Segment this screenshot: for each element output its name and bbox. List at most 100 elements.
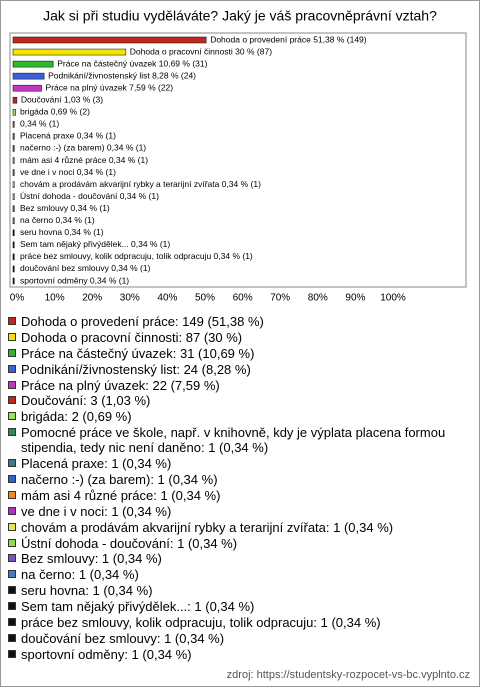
value-label: chovám a prodávám akvarijní rybky a tera… [20,179,261,189]
x-tick-label: 10% [45,293,65,304]
x-tick-label: 60% [233,293,253,304]
value-label: práce bez smlouvy, kolik odpracuju, toli… [20,251,253,261]
bar [12,157,15,164]
legend-item: na černo: 1 (0,34 %) [6,567,468,582]
value-label: načerno :-) (za barem) 0,34 % (1) [20,143,146,153]
legend-swatch [8,317,16,325]
bar [12,265,15,273]
legend-label: chovám a prodávám akvarijní rybky a tera… [21,519,394,535]
legend-label: sportovní odměny: 1 (0,34 %) [21,646,192,662]
value-label: na černo 0,34 % (1) [20,215,95,225]
legend-item: Dohoda o provedení práce: 149 (51,38 %) [6,314,468,329]
legend-item: seru hovna: 1 (0,34 %) [6,583,468,598]
bar [12,205,15,212]
legend-label: na černo: 1 (0,34 %) [21,567,139,583]
value-label: ve dne i v noci 0,34 % (1) [20,167,116,177]
legend-item: práce bez smlouvy, kolik odpracuju, toli… [6,615,468,630]
legend-item: brigáda: 2 (0,69 %) [6,409,468,424]
legend-swatch [8,412,16,421]
legend-swatch [8,570,16,579]
value-label: Ústní dohoda - doučování 0,34 % (1) [20,191,159,201]
bar [12,145,15,152]
bar [12,109,16,116]
value-label: Dohoda o pracovní činnosti 30 % (87) [130,46,272,56]
bar [12,48,127,56]
legend-swatch [8,396,16,405]
value-label: Bez smlouvy 0,34 % (1) [20,203,110,213]
legend-swatch [8,522,16,531]
bar [12,84,42,92]
legend-label: Dohoda o pracovní činnosti: 87 (30 %) [21,329,243,345]
legend-swatch [8,554,16,563]
legend-swatch [8,538,16,547]
x-tick-label: 100% [380,293,406,304]
legend-label: Bez smlouvy: 1 (0,34 %) [21,551,162,567]
legend-item: Bez smlouvy: 1 (0,34 %) [6,551,468,566]
legend-label: Podnikání/živnostenský list: 24 (8,28 %) [21,361,251,377]
legend-label: seru hovna: 1 (0,34 %) [21,583,153,599]
value-label: 0,34 % (1) [20,119,59,129]
x-tick-label: 40% [157,293,177,304]
value-label: Práce na částečný úvazek 10,69 % (31) [57,58,207,68]
value-label: Doučování 1,03 % (3) [21,95,103,105]
value-label: Placená praxe 0,34 % (1) [20,131,116,141]
legend-label: Pomocné práce ve škole, např. v knihovně… [21,425,446,456]
legend-swatch [8,332,16,341]
plot-frame [9,32,467,288]
legend-item: načerno :-) (za barem): 1 (0,34 %) [6,472,468,487]
bar [12,36,207,44]
x-tick-label: 90% [345,293,365,304]
legend-item: doučování bez smlouvy: 1 (0,34 %) [6,631,468,646]
legend-label: Ústní dohoda - doučování: 1 (0,34 %) [21,535,238,551]
bar [12,277,15,285]
x-tick-label: 70% [270,293,290,304]
legend-item: Sem tam nějaký přivýdělek...: 1 (0,34 %) [6,599,468,614]
value-label: Podnikání/živnostenský list 8,28 % (24) [48,70,196,80]
legend-item: Dohoda o pracovní činnosti: 87 (30 %) [6,330,468,345]
value-label: brigáda 0,69 % (2) [20,107,90,117]
legend-swatch [8,649,16,658]
legend-item: Podnikání/živnostenský list: 24 (8,28 %) [6,362,468,377]
value-label: Práce na plný úvazek 7,59 % (22) [46,82,174,92]
legend-swatch [8,618,16,627]
legend-swatch [8,348,16,357]
legend-swatch [8,459,16,468]
bar [12,193,15,200]
legend-swatch [8,364,16,373]
source: zdroj: https://studentsky-rozpocet-vs-bc… [226,669,470,681]
legend-item: Práce na plný úvazek: 22 (7,59 %) [6,378,468,393]
legend-swatch [8,380,16,389]
x-tick-label: 20% [82,293,102,304]
legend-item: chovám a prodávám akvarijní rybky a tera… [6,520,468,535]
legend-swatch [8,428,16,437]
bar [12,217,15,225]
legend-label: Práce na částečný úvazek: 31 (10,69 %) [21,345,255,361]
legend-swatch [8,602,16,611]
value-label: doučování bez smlouvy 0,34 % (1) [20,263,151,273]
legend-label: práce bez smlouvy, kolik odpracuju, toli… [21,615,381,631]
bar [12,133,15,140]
legend: Dohoda o provedení práce: 149 (51,38 %) D… [6,314,468,663]
legend-label: ve dne i v noci: 1 (0,34 %) [21,503,172,519]
legend-item: Doučování: 3 (1,03 %) [6,393,468,408]
bar [12,60,54,68]
value-label: mám asi 4 různé práce 0,34 % (1) [20,155,148,165]
legend-item: mám asi 4 různé práce: 1 (0,34 %) [6,488,468,503]
legend-item: ve dne i v noci: 1 (0,34 %) [6,504,468,519]
legend-item: sportovní odměny: 1 (0,34 %) [6,647,468,662]
value-label: Sem tam nějaký přivýdělek... 0,34 % (1) [20,239,170,249]
value-label: sportovní odměny 0,34 % (1) [20,275,129,285]
x-tick-label: 0% [10,293,25,304]
x-tick-label: 30% [120,293,140,304]
legend-item: Práce na částečný úvazek: 31 (10,69 %) [6,346,468,361]
legend-item: Placená praxe: 1 (0,34 %) [6,456,468,471]
legend-label: brigáda: 2 (0,69 %) [21,409,132,425]
legend-label: Doučování: 3 (1,03 %) [21,393,151,409]
legend-label: Dohoda o provedení práce: 149 (51,38 %) [21,314,264,329]
legend-label: Práce na plný úvazek: 22 (7,59 %) [21,377,220,393]
chart-title: Jak si při studiu vyděláváte? Jaký je vá… [43,8,437,24]
legend-swatch [8,490,16,499]
bar [12,96,18,104]
bar [12,241,15,249]
x-tick-label: 80% [308,293,328,304]
